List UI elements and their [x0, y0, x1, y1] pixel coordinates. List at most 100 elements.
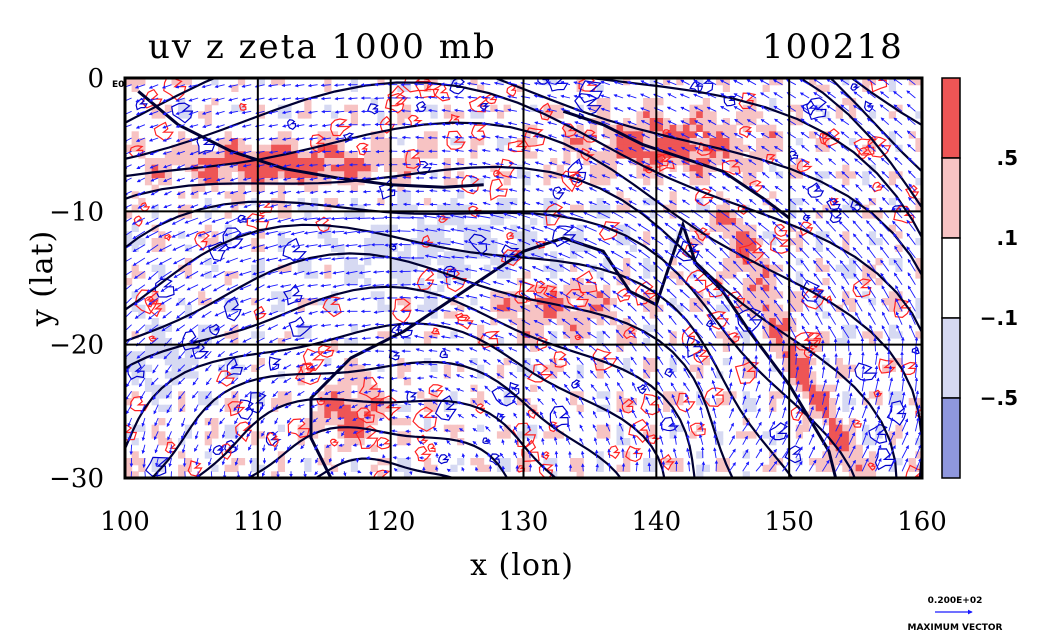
vorticity-cell: [463, 251, 471, 259]
vorticity-cell: [324, 391, 332, 399]
vorticity-cell: [623, 238, 631, 246]
vorticity-cell: [848, 331, 857, 339]
vorticity-cell: [158, 404, 166, 412]
vorticity-cell: [324, 151, 332, 159]
vorticity-cell: [257, 331, 265, 339]
vorticity-isoline: [268, 356, 282, 371]
vorticity-cell: [198, 184, 206, 192]
vorticity-cell: [450, 311, 458, 319]
vorticity-cell: [775, 318, 784, 326]
vorticity-cell: [570, 324, 578, 332]
vorticity-cell: [403, 151, 412, 159]
vorticity-cell: [317, 404, 325, 412]
vorticity-cell: [204, 451, 212, 459]
vorticity-cell: [224, 304, 232, 312]
vorticity-cell: [848, 364, 857, 372]
wind-vector: [349, 189, 358, 194]
vorticity-cell: [204, 171, 212, 179]
vorticity-cell: [616, 124, 624, 132]
vorticity-cell: [835, 111, 843, 119]
vorticity-cell: [689, 298, 697, 306]
vorticity-isoline: [534, 280, 547, 294]
vorticity-cell: [423, 198, 432, 206]
vorticity-cell: [198, 151, 206, 159]
vorticity-cell: [503, 204, 511, 212]
vorticity-cell: [915, 331, 922, 339]
vorticity-cell: [656, 118, 664, 126]
vorticity-cell: [616, 224, 624, 232]
wind-vector: [321, 149, 331, 154]
colorbar-label: −.5: [980, 386, 1018, 410]
vorticity-cell: [623, 318, 631, 326]
vorticity-cell: [496, 258, 505, 266]
vorticity-cell: [616, 191, 624, 199]
vorticity-cell: [364, 278, 372, 286]
vorticity-cell: [251, 238, 259, 246]
vorticity-cell: [576, 311, 584, 319]
vorticity-cell: [131, 238, 139, 246]
vorticity-cell: [350, 271, 358, 279]
vorticity-cell: [842, 298, 850, 306]
vorticity-cell: [775, 351, 784, 359]
vorticity-cell: [184, 258, 192, 266]
vorticity-cell: [809, 131, 817, 139]
vorticity-cell: [609, 158, 617, 166]
vorticity-cell: [204, 238, 212, 246]
wind-vector: [356, 216, 371, 221]
vorticity-cell: [749, 398, 757, 406]
vorticity-cell: [184, 104, 192, 112]
vorticity-cell: [563, 151, 571, 159]
vorticity-cell: [144, 384, 153, 392]
vorticity-cell: [868, 438, 877, 446]
wind-vector: [807, 340, 812, 352]
vorticity-cell: [131, 204, 139, 212]
vorticity-cell: [523, 144, 531, 152]
vorticity-cell: [403, 471, 412, 478]
vorticity-cell: [649, 171, 657, 179]
vorticity-cell: [709, 218, 717, 226]
vorticity-cell: [523, 311, 531, 319]
vorticity-cell: [848, 104, 857, 112]
vorticity-cell: [663, 118, 671, 126]
vorticity-cell: [709, 224, 717, 232]
wind-vector: [600, 80, 610, 86]
vorticity-cell: [237, 164, 246, 172]
vorticity-isoline: [146, 302, 165, 318]
wind-vector: [666, 80, 677, 86]
vorticity-cell: [231, 151, 239, 159]
vorticity-cell: [789, 204, 797, 212]
vorticity-isoline: [434, 395, 457, 421]
vorticity-cell: [257, 264, 265, 272]
vorticity-cell: [284, 398, 292, 406]
vorticity-cell: [795, 238, 803, 246]
vorticity-cell: [151, 464, 159, 472]
wind-vector: [626, 94, 637, 99]
vorticity-cell: [749, 171, 757, 179]
vorticity-cell: [696, 118, 704, 126]
vorticity-cell: [868, 464, 877, 472]
vorticity-cell: [556, 304, 564, 312]
wind-vector: [402, 189, 411, 193]
vorticity-cell: [842, 464, 850, 472]
wind-vector: [347, 323, 358, 327]
vorticity-cell: [430, 251, 438, 259]
wind-vector: [799, 92, 810, 99]
vorticity-cell: [868, 338, 877, 346]
vorticity-cell: [729, 151, 737, 159]
vorticity-cell: [138, 304, 146, 312]
vorticity-cell: [357, 264, 365, 272]
vorticity-cell: [390, 164, 398, 172]
vorticity-cell: [709, 138, 717, 146]
vorticity-cell: [231, 298, 239, 306]
vorticity-cell: [277, 231, 285, 239]
vorticity-cell: [184, 211, 192, 219]
vorticity-cell: [151, 318, 159, 326]
vorticity-cell: [231, 324, 239, 332]
vorticity-cell: [397, 458, 405, 466]
vorticity-cell: [842, 291, 850, 299]
vorticity-cell: [357, 418, 365, 426]
vorticity-cell: [357, 271, 365, 279]
vorticity-cell: [689, 144, 697, 152]
vorticity-cell: [457, 218, 465, 226]
